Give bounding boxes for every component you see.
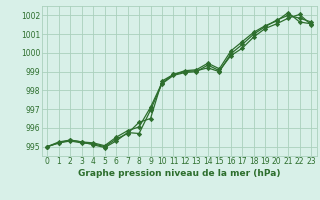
X-axis label: Graphe pression niveau de la mer (hPa): Graphe pression niveau de la mer (hPa)	[78, 169, 280, 178]
